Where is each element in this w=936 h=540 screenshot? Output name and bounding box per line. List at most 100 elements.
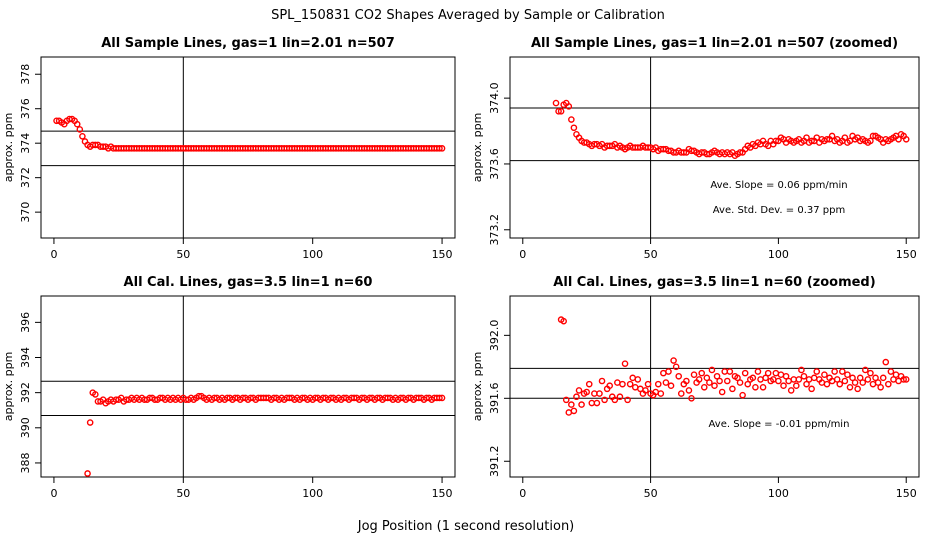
data-point (795, 376, 803, 383)
data-point (900, 376, 907, 383)
data-point (856, 374, 864, 382)
panel-cal-lines: All Cal. Lines, gas=3.5 lin=1 n=60 appro… (2, 275, 456, 500)
x-tick-label: 0 (519, 487, 526, 500)
data-point (859, 379, 867, 386)
data-point (631, 383, 639, 391)
data-point (570, 124, 578, 132)
data-point (902, 376, 910, 383)
annotation: Ave. Std. Dev. = 0.37 ppm (713, 205, 845, 216)
y-axis-label: approx. ppm (2, 352, 15, 422)
data-point (808, 137, 815, 145)
data-point (660, 369, 667, 377)
data-point (836, 380, 844, 388)
main-title: SPL_150831 CO2 Shapes Averaged by Sample… (271, 8, 665, 23)
data-point (557, 108, 565, 115)
data-point (575, 387, 583, 394)
data-point (869, 380, 877, 388)
data-point (841, 377, 849, 385)
data-point (777, 371, 785, 378)
data-point (744, 380, 752, 388)
data-point (573, 393, 580, 401)
x-tick-label: 150 (896, 487, 917, 500)
data-point (833, 376, 841, 383)
data-point (560, 317, 567, 325)
panel-title: All Sample Lines, gas=1 lin=2.01 n=507 (101, 36, 395, 51)
data-point (629, 374, 637, 382)
data-point (787, 387, 795, 394)
data-point (601, 396, 608, 404)
data-point (578, 401, 585, 408)
y-tick-label: 374.0 (488, 82, 501, 114)
panel-title: All Cal. Lines, gas=3.5 lin=1 n=60 (zoom… (553, 275, 875, 290)
x-tick-label: 50 (644, 248, 658, 261)
data-point (642, 387, 649, 394)
plot-frame (40, 295, 456, 478)
data-point (703, 374, 711, 382)
x-tick-label: 150 (432, 248, 453, 261)
data-point (867, 369, 874, 377)
data-point (849, 374, 856, 382)
data-point (831, 368, 838, 375)
data-point (759, 383, 767, 391)
y-tick-label: 394 (19, 347, 32, 368)
data-point (713, 372, 721, 380)
data-point (611, 396, 619, 404)
y-tick-label: 390 (19, 417, 32, 438)
data-point (821, 371, 828, 378)
data-point (552, 99, 560, 107)
data-point (565, 103, 573, 110)
data-point (683, 377, 690, 385)
data-point (734, 374, 741, 382)
data-point (841, 134, 849, 141)
data-point (749, 374, 757, 382)
plot-frame (40, 56, 456, 239)
data-point (680, 149, 688, 156)
data-point (793, 382, 800, 390)
x-tick-label: 0 (50, 487, 57, 500)
y-tick-label: 373.2 (488, 214, 501, 246)
data-point (438, 394, 446, 402)
panel-cal-lines-zoomed: All Cal. Lines, gas=3.5 lin=1 n=60 (zoom… (471, 275, 920, 500)
y-tick-label: 378 (19, 64, 32, 85)
data-point (872, 374, 879, 382)
y-tick-label: 391.6 (488, 383, 501, 415)
data-point (616, 393, 624, 401)
data-point (706, 379, 713, 386)
data-point (621, 360, 629, 367)
data-point (739, 391, 746, 399)
data-point (92, 391, 99, 398)
data-point (670, 357, 677, 364)
data-point (716, 377, 723, 385)
y-tick-label: 374 (19, 133, 32, 154)
data-point (736, 149, 744, 156)
data-point (73, 120, 81, 128)
data-point (565, 409, 573, 416)
data-point (568, 401, 575, 408)
y-axis-label: approx. ppm (471, 113, 484, 183)
data-point (711, 382, 718, 390)
data-point (606, 382, 613, 390)
data-point (570, 407, 578, 415)
plot-frame (509, 56, 920, 239)
data-point (813, 368, 821, 375)
annotation: Ave. Slope = 0.06 ppm/min (710, 180, 847, 191)
data-point (619, 380, 626, 388)
x-tick-label: 100 (302, 248, 323, 261)
plot-frame (509, 295, 920, 478)
data-point (839, 368, 846, 375)
data-point (864, 376, 872, 383)
data-point (752, 383, 759, 391)
data-point (892, 371, 900, 378)
data-point (851, 379, 859, 386)
data-point (665, 368, 672, 375)
data-point (614, 379, 621, 386)
data-point (874, 379, 882, 386)
x-tick-label: 50 (176, 487, 190, 500)
y-tick-label: 392 (19, 382, 32, 403)
data-point (846, 383, 854, 391)
data-point (879, 374, 887, 382)
data-point (844, 371, 851, 378)
x-tick-label: 100 (302, 487, 323, 500)
data-point (885, 380, 892, 388)
